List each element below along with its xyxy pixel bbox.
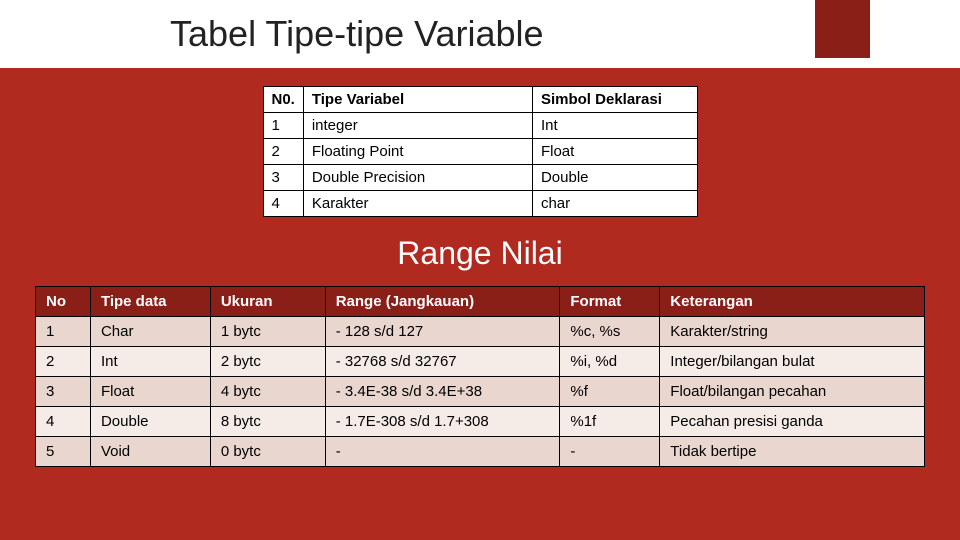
cell-simbol: Double [532, 165, 697, 191]
col-header-tipe: Tipe data [90, 287, 210, 317]
col-header-no: No [36, 287, 91, 317]
cell-ukuran: 1 bytc [210, 317, 325, 347]
col-header-format: Format [560, 287, 660, 317]
cell-no: 1 [263, 113, 303, 139]
col-header-simbol: Simbol Deklarasi [532, 87, 697, 113]
cell-range: - 1.7E-308 s/d 1.7+308 [325, 407, 560, 437]
table-row: 1 integer Int [263, 113, 697, 139]
cell-format: - [560, 437, 660, 467]
table-row: 3 Double Precision Double [263, 165, 697, 191]
cell-ukuran: 8 bytc [210, 407, 325, 437]
cell-no: 3 [263, 165, 303, 191]
variable-types-table-wrap: N0. Tipe Variabel Simbol Deklarasi 1 int… [263, 86, 698, 217]
cell-tipe: Double [90, 407, 210, 437]
cell-keterangan: Tidak bertipe [660, 437, 925, 467]
table-row: 4 Double 8 bytc - 1.7E-308 s/d 1.7+308 %… [36, 407, 925, 437]
table-row: 1 Char 1 bytc - 128 s/d 127 %c, %s Karak… [36, 317, 925, 347]
cell-keterangan: Pecahan presisi ganda [660, 407, 925, 437]
cell-no: 3 [36, 377, 91, 407]
cell-tipe: Char [90, 317, 210, 347]
cell-no: 1 [36, 317, 91, 347]
cell-no: 2 [36, 347, 91, 377]
table-header-row: No Tipe data Ukuran Range (Jangkauan) Fo… [36, 287, 925, 317]
table-row: 5 Void 0 bytc - - Tidak bertipe [36, 437, 925, 467]
cell-range: - 128 s/d 127 [325, 317, 560, 347]
cell-no: 5 [36, 437, 91, 467]
col-header-ukuran: Ukuran [210, 287, 325, 317]
page-title: Tabel Tipe-tipe Variable [170, 13, 544, 55]
cell-format: %c, %s [560, 317, 660, 347]
cell-tipe: Floating Point [303, 139, 532, 165]
cell-keterangan: Integer/bilangan bulat [660, 347, 925, 377]
range-table: No Tipe data Ukuran Range (Jangkauan) Fo… [35, 286, 925, 467]
subtitle: Range Nilai [0, 235, 960, 272]
col-header-tipe: Tipe Variabel [303, 87, 532, 113]
cell-format: %i, %d [560, 347, 660, 377]
cell-tipe: Double Precision [303, 165, 532, 191]
cell-keterangan: Karakter/string [660, 317, 925, 347]
table-row: 3 Float 4 bytc - 3.4E-38 s/d 3.4E+38 %f … [36, 377, 925, 407]
cell-format: %f [560, 377, 660, 407]
cell-range: - 32768 s/d 32767 [325, 347, 560, 377]
cell-format: %1f [560, 407, 660, 437]
cell-simbol: char [532, 191, 697, 217]
table-row: 4 Karakter char [263, 191, 697, 217]
table-header-row: N0. Tipe Variabel Simbol Deklarasi [263, 87, 697, 113]
cell-no: 4 [36, 407, 91, 437]
cell-ukuran: 0 bytc [210, 437, 325, 467]
cell-tipe: Void [90, 437, 210, 467]
cell-tipe: Karakter [303, 191, 532, 217]
cell-ukuran: 4 bytc [210, 377, 325, 407]
cell-range: - 3.4E-38 s/d 3.4E+38 [325, 377, 560, 407]
table-row: 2 Floating Point Float [263, 139, 697, 165]
cell-simbol: Int [532, 113, 697, 139]
cell-no: 2 [263, 139, 303, 165]
accent-block [815, 0, 870, 58]
cell-range: - [325, 437, 560, 467]
cell-no: 4 [263, 191, 303, 217]
table-row: 2 Int 2 bytc - 32768 s/d 32767 %i, %d In… [36, 347, 925, 377]
variable-types-table: N0. Tipe Variabel Simbol Deklarasi 1 int… [263, 86, 698, 217]
range-table-wrap: No Tipe data Ukuran Range (Jangkauan) Fo… [35, 286, 925, 467]
cell-tipe: Float [90, 377, 210, 407]
cell-ukuran: 2 bytc [210, 347, 325, 377]
cell-tipe: integer [303, 113, 532, 139]
col-header-no: N0. [263, 87, 303, 113]
col-header-range: Range (Jangkauan) [325, 287, 560, 317]
cell-simbol: Float [532, 139, 697, 165]
cell-tipe: Int [90, 347, 210, 377]
cell-keterangan: Float/bilangan pecahan [660, 377, 925, 407]
col-header-keterangan: Keterangan [660, 287, 925, 317]
